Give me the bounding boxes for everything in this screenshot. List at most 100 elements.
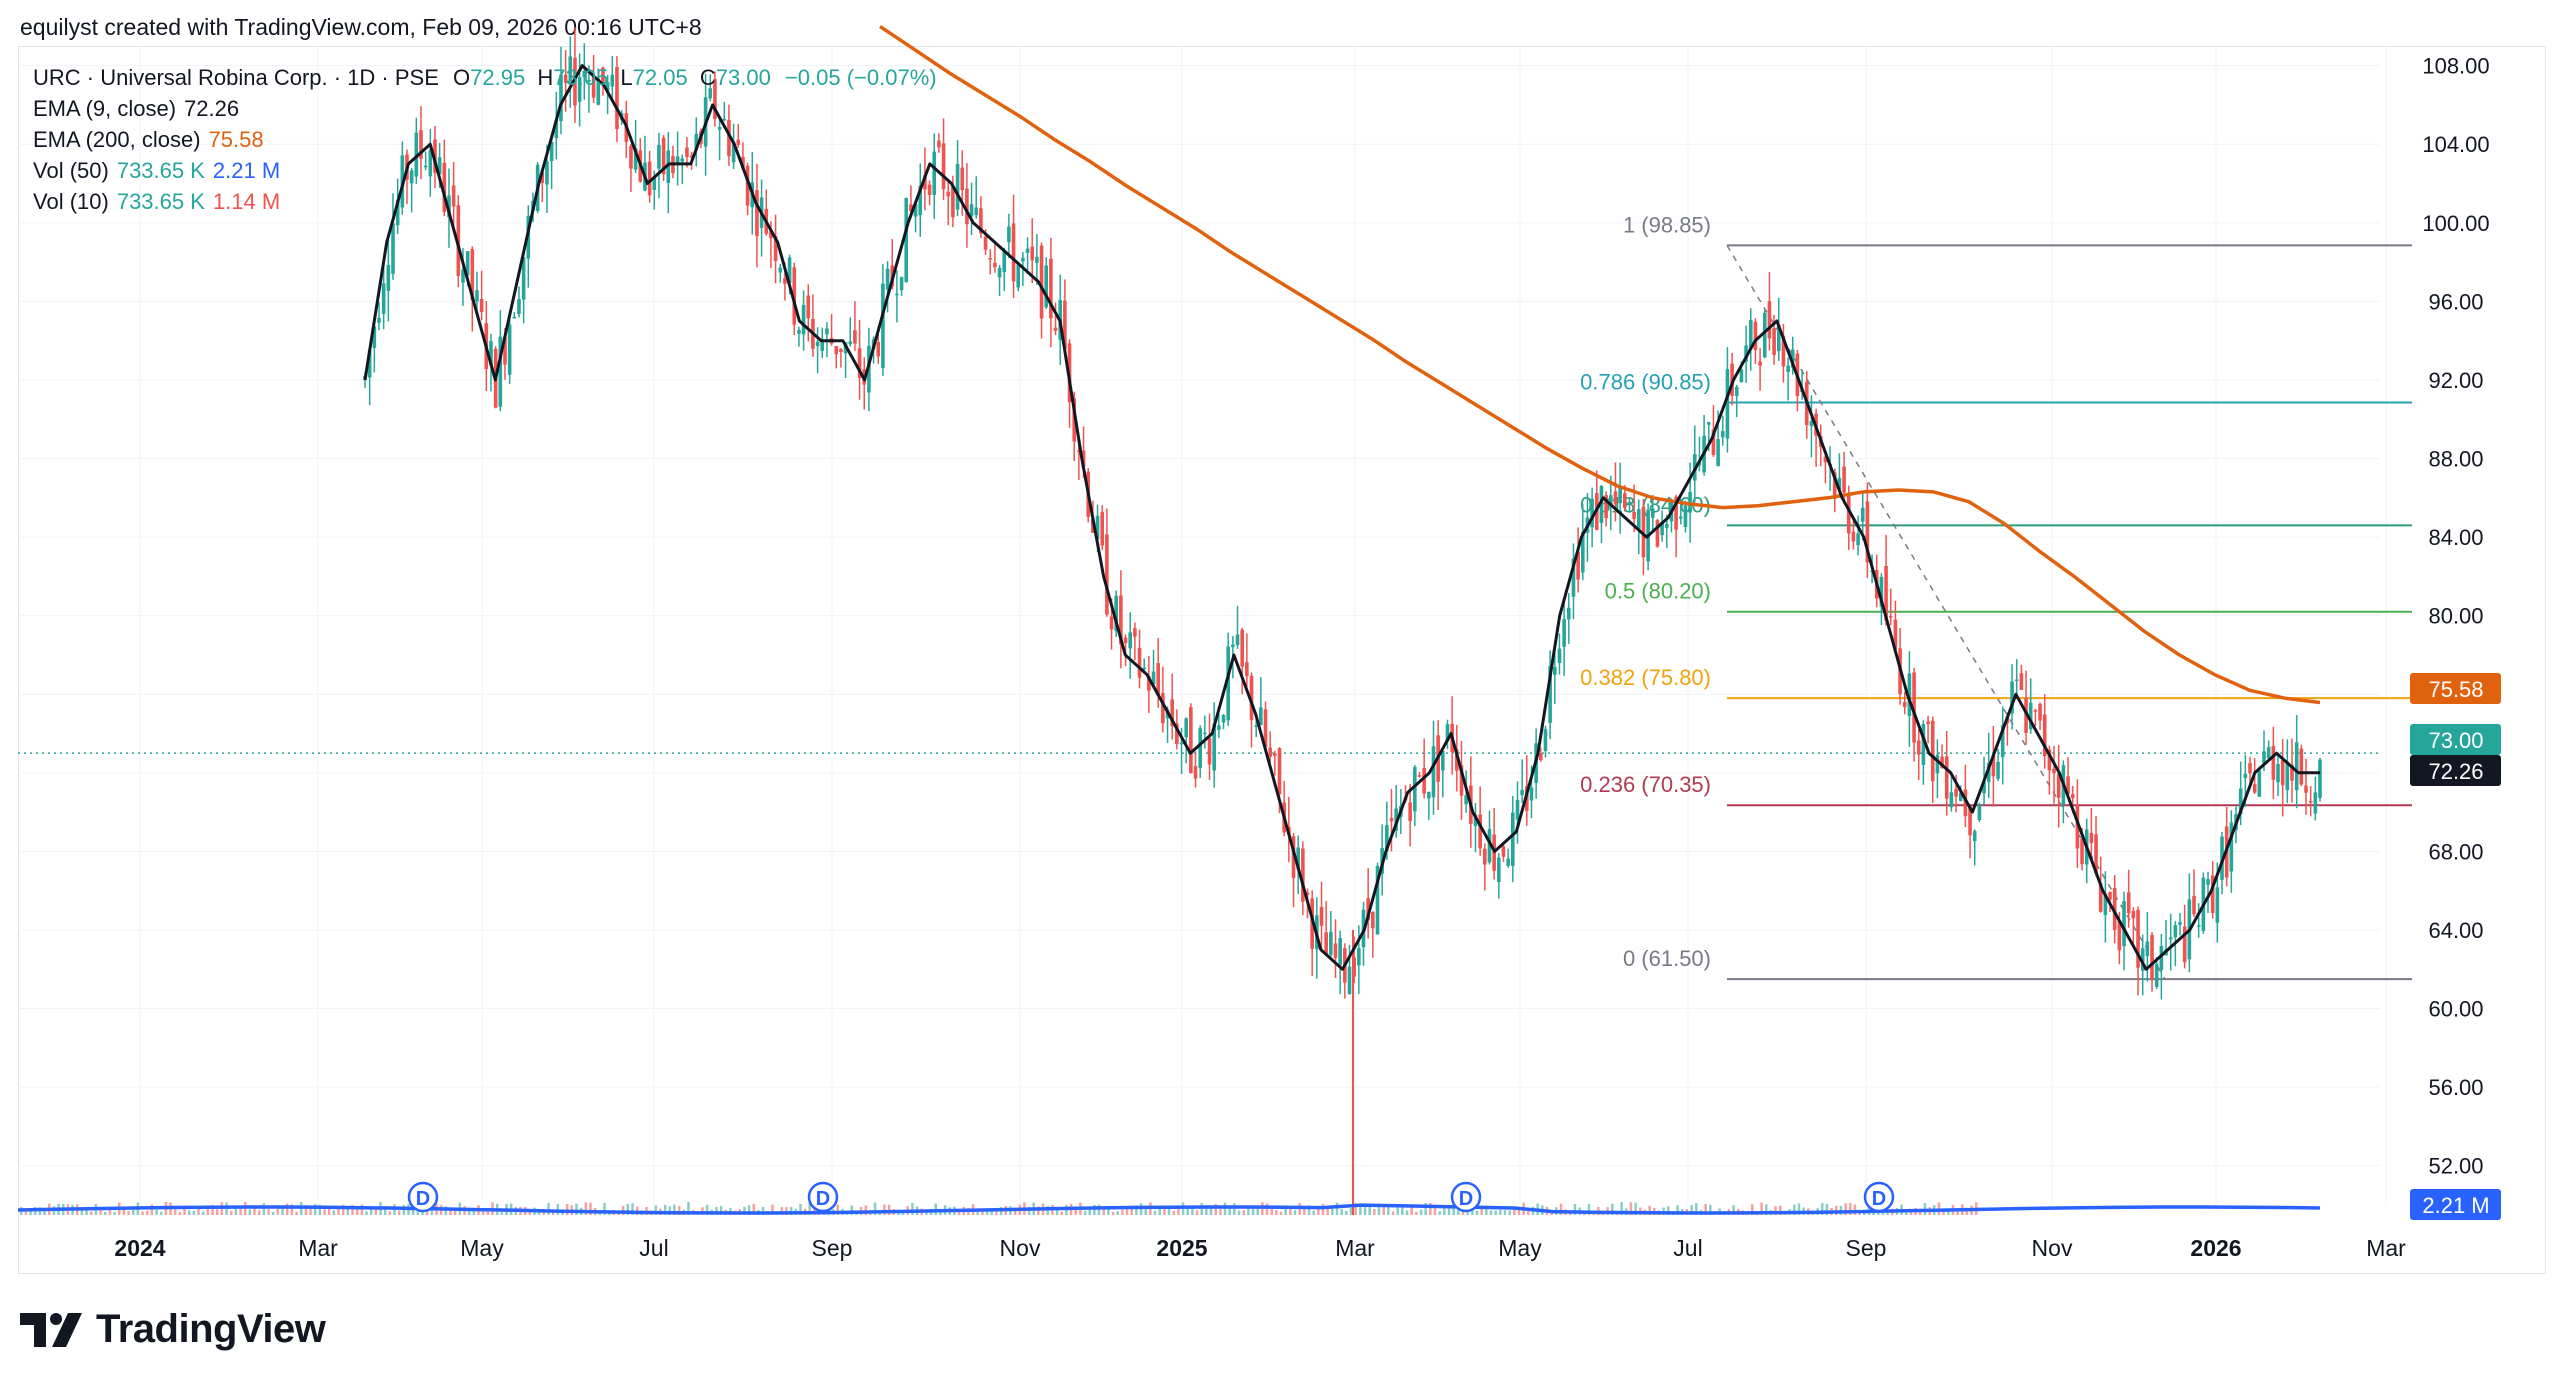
x-tick-label: Jul [1673, 1235, 1702, 1261]
dividend-marker [1863, 1181, 1895, 1213]
volume-bar [1401, 1205, 1404, 1215]
volume-bar [215, 1209, 219, 1215]
candle-body [1949, 792, 1954, 808]
volume-bar [1027, 1206, 1031, 1215]
candle-body [479, 298, 484, 313]
candle-body [1329, 931, 1333, 955]
candle-body [1357, 948, 1361, 966]
candle-body [2290, 764, 2294, 781]
volume-bar [453, 1208, 457, 1215]
symbol-title[interactable]: URC · Universal Robina Corp. · 1D · PSE [33, 65, 439, 90]
volume-bar [654, 1205, 658, 1215]
candle-body [1604, 495, 1608, 519]
volume-bar [365, 1211, 368, 1215]
x-tick-label: Jul [639, 1235, 668, 1261]
volume-bar [449, 1207, 452, 1215]
candle-body [1608, 495, 1613, 507]
ohlc-open-label: O [453, 65, 471, 90]
candle-body [1809, 420, 1814, 427]
candle-body [521, 257, 526, 300]
volume-badge-bg [2410, 1189, 2501, 1220]
candle-body [857, 348, 862, 379]
candle-body [1632, 511, 1636, 519]
volume-bar [155, 1209, 158, 1215]
volume-bar [327, 1205, 331, 1215]
legend-symbol-row[interactable]: URC · Universal Robina Corp. · 1D · PSE … [33, 62, 937, 93]
volume-bar [1191, 1207, 1194, 1215]
volume-bar [1695, 1203, 1698, 1215]
candle-body [1235, 634, 1240, 646]
candle-body [2308, 800, 2313, 803]
volume-bar [1223, 1202, 1227, 1215]
fib-level-label: 0.5 (80.20) [1605, 579, 1711, 604]
volume-bar [603, 1202, 606, 1215]
volume-bar [1405, 1210, 1409, 1215]
volume-bar [1466, 1211, 1469, 1215]
candle-body [1431, 746, 1436, 798]
y-tick-label: 60.00 [2428, 997, 2483, 1022]
volume-bar [1303, 1206, 1306, 1215]
candle-body [1464, 795, 1468, 805]
candle-body [2238, 788, 2243, 815]
x-tick-label: Mar [298, 1235, 338, 1261]
candle-body [1011, 223, 1016, 282]
candle-body [2117, 920, 2122, 951]
candle-body [652, 177, 657, 190]
volume-bar [481, 1210, 485, 1215]
candle-body [1566, 607, 1571, 620]
candle-body [2168, 937, 2173, 940]
candle-body [367, 350, 372, 378]
candle-body [1538, 753, 1543, 761]
tradingview-brand[interactable]: TradingView [20, 1307, 326, 1352]
ohlc-low-label: L [620, 65, 633, 90]
candle-body [1786, 365, 1790, 372]
candle-body [1319, 907, 1324, 926]
legend-vol50-row[interactable]: Vol (50) 733.65 K 2.21 M [33, 155, 937, 186]
candle-body [1217, 725, 1221, 730]
candle-body [470, 249, 475, 301]
ema200-polyline [879, 24, 2321, 705]
chart-legend[interactable]: URC · Universal Robina Corp. · 1D · PSE … [33, 62, 937, 217]
candle-body [1599, 486, 1604, 523]
legend-vol10-row[interactable]: Vol (10) 733.65 K 1.14 M [33, 186, 937, 217]
volume-bar [808, 1202, 812, 1215]
volume-bar [1765, 1204, 1768, 1215]
candle-body [577, 77, 582, 102]
candle-body [932, 151, 937, 195]
volume-bar [1648, 1205, 1651, 1215]
candle-body [2019, 673, 2024, 690]
volume-bar [761, 1206, 765, 1215]
fib-level-label: 0.786 (90.85) [1580, 370, 1711, 395]
volume-bar [1335, 1202, 1339, 1215]
time-axis[interactable]: 2024 Mar May Jul Sep Nov 2025 Mar May Jul Sep Nov 20… [114, 1235, 2406, 1261]
legend-ema200-row[interactable]: EMA (200, close) 75.58 [33, 124, 937, 155]
candle-body [582, 71, 587, 78]
volume-bar [1849, 1203, 1852, 1215]
candle-body [1478, 814, 1482, 849]
ema200-badge-bg [2410, 673, 2501, 704]
price-axis[interactable]: 52.0056.0060.0064.0068.0072.0076.0080.00… [2422, 54, 2489, 1179]
candle-body [1660, 521, 1664, 536]
volume-bar [271, 1211, 275, 1215]
ema200-label: EMA (200, close) [33, 127, 201, 152]
volume-bar [537, 1210, 541, 1215]
volume-bar [1905, 1210, 1908, 1215]
volume-bar [1172, 1210, 1175, 1215]
volume-bar [957, 1211, 961, 1215]
volume-bar [1844, 1203, 1847, 1215]
volume-bar [402, 1204, 406, 1215]
fibonacci-retracement[interactable]: 1 (98.85)0.786 (90.85)0.618 (84.60)0.5 (… [1580, 212, 2412, 981]
volume-bar [1293, 1210, 1297, 1215]
volume-bar [1307, 1205, 1311, 1215]
legend-ema9-row[interactable]: EMA (9, close) 72.26 [33, 93, 937, 124]
candle-body [974, 207, 979, 216]
candle-body [1151, 671, 1156, 685]
volume-bar [122, 1209, 126, 1215]
volume-bar [1107, 1208, 1110, 1215]
candle-body [1762, 312, 1767, 358]
volume-bar [304, 1205, 308, 1215]
ema9-polyline [363, 64, 2320, 971]
candle-body [2318, 759, 2322, 798]
